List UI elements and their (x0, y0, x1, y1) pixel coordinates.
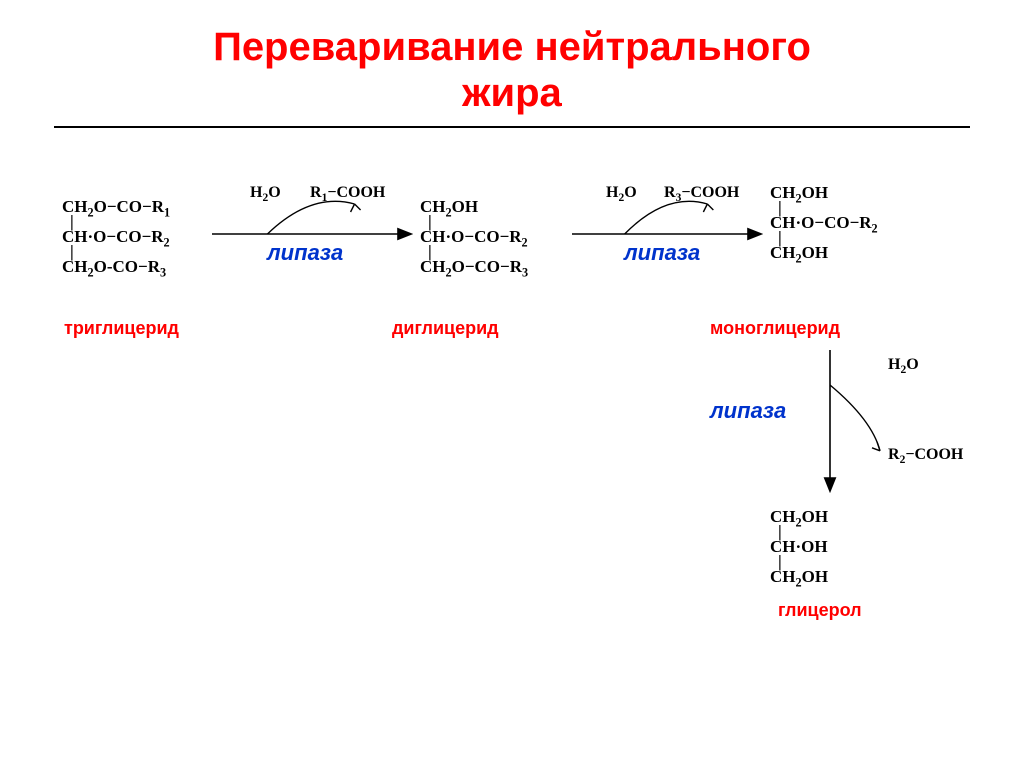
mono-line3: CH2OH (770, 243, 828, 262)
tri-line1: CH2O−CO−R1 (62, 197, 170, 216)
gly-line3: CH2OH (770, 567, 828, 586)
r1-water-in: H2O (250, 184, 281, 202)
r3-water-in: H2O (888, 356, 919, 374)
triglyceride-label: триглицерид (64, 318, 179, 339)
tri-line3: CH2O‐CO−R3 (62, 257, 166, 276)
mono-line2: CH·O−CO−R2 (770, 213, 878, 232)
r3-enzyme-label: липаза (710, 398, 786, 424)
r3-acid-out: R2−COOH (888, 446, 963, 464)
monoglyceride-label: моноглицерид (710, 318, 840, 339)
r2-enzyme-label: липаза (624, 240, 700, 266)
diglyceride-structure: CH2OH | CH·O−CO−R2 | CH2O−CO−R3 (420, 198, 528, 275)
glycerol-label: глицерол (778, 600, 862, 621)
reaction-arrow-3 (820, 350, 940, 502)
monoglyceride-structure: CH2OH | CH·O−CO−R2 | CH2OH (770, 184, 878, 261)
title-line1: Переваривание нейтрального (213, 25, 811, 69)
glycerol-structure: CH2OH | CH·OH | CH2OH (770, 508, 828, 585)
triglyceride-structure: CH2O−CO−R1 | CH·O−CO−R2 | CH2O‐CO−R3 (62, 198, 170, 275)
title-line2: жира (462, 71, 562, 115)
r1-enzyme-label: липаза (267, 240, 343, 266)
di-line2: CH·O−CO−R2 (420, 227, 528, 246)
r1-acid-out: R1−COOH (310, 184, 385, 202)
tri-line2: CH·O−CO−R2 (62, 227, 170, 246)
r2-water-in: H2O (606, 184, 637, 202)
reaction-canvas: CH2O−CO−R1 | CH·O−CO−R2 | CH2O‐CO−R3 три… (0, 128, 1024, 748)
r2-acid-out: R3−COOH (664, 184, 739, 202)
slide-title: Переваривание нейтрального жира (0, 0, 1024, 116)
diglyceride-label: диглицерид (392, 318, 499, 339)
di-line3: CH2O−CO−R3 (420, 257, 528, 276)
